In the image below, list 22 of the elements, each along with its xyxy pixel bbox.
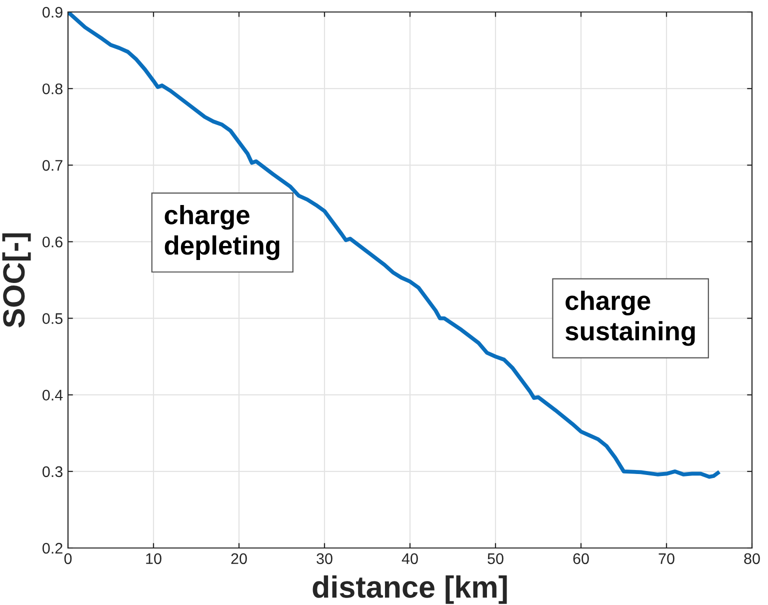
- x-tick-label: 80: [744, 553, 760, 564]
- y-tick-label: 0.6: [42, 236, 62, 248]
- y-tick-label: 0.7: [42, 160, 62, 171]
- x-tick-label: 50: [488, 553, 504, 564]
- y-tick-label: 0.4: [42, 390, 63, 401]
- y-tick-label: 0.2: [42, 542, 62, 554]
- x-tick-label: 60: [573, 553, 589, 564]
- y-tick-label: 0.8: [42, 83, 62, 94]
- x-tick-label: 40: [402, 553, 418, 564]
- y-tick-label: 0.9: [42, 6, 62, 18]
- y-tick-label: 0.3: [42, 466, 62, 478]
- x-tick-label: 30: [316, 553, 332, 564]
- y-tick-label: 0.5: [42, 313, 62, 324]
- x-axis-title: distance [km]: [312, 575, 507, 604]
- annotation: charge depleting: [164, 204, 280, 260]
- x-tick-label: 20: [231, 553, 247, 564]
- line-series: [68, 12, 720, 479]
- y-axis-title: SOC[-]: [2, 233, 31, 328]
- x-tick-label: 10: [146, 553, 162, 564]
- annotation: charge sustaining: [566, 290, 695, 346]
- x-tick-label: 70: [658, 553, 674, 564]
- x-tick-label: 0: [64, 553, 72, 564]
